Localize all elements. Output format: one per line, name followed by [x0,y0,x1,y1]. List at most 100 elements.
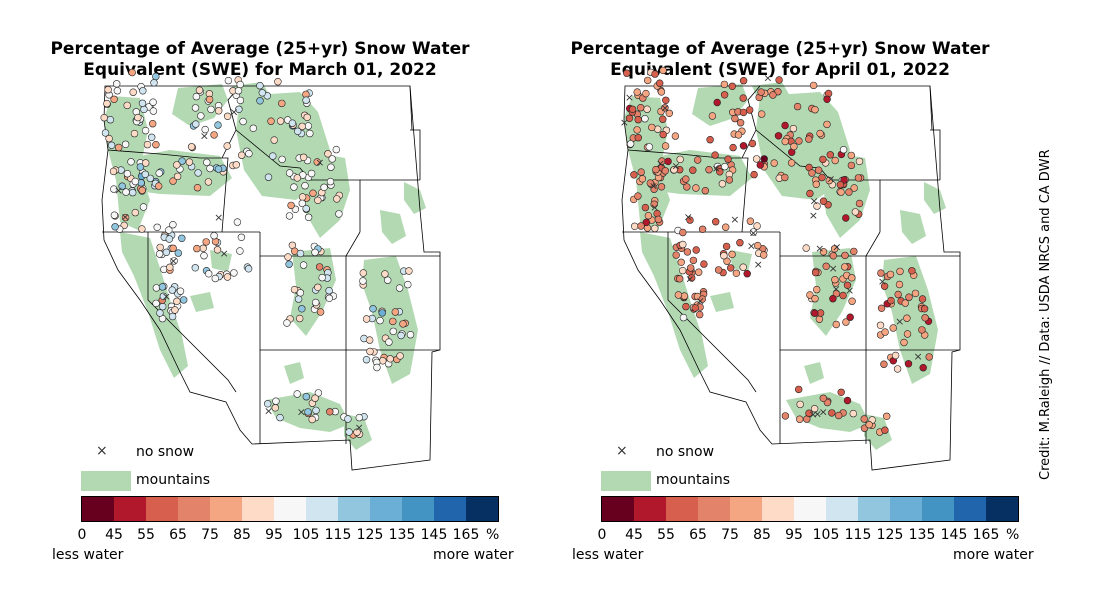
station-marker [739,142,748,150]
station-marker [657,183,666,191]
station-marker [141,170,150,179]
station-marker [795,385,803,394]
colorbar-tick-label: 95 [265,527,283,543]
no-snow-symbol: × [96,443,108,459]
station-marker [129,188,137,197]
mountain-area [924,182,946,214]
station-marker [843,281,852,289]
mountains-swatch [601,471,651,491]
station-marker [142,159,150,167]
station-marker [749,228,758,236]
station-marker [287,201,295,210]
station-marker [642,89,650,98]
station-marker [896,267,904,276]
station-marker [818,173,826,182]
no-snow-marker: × [169,254,178,267]
station-marker [397,331,405,340]
station-marker [706,136,714,144]
western-us-map: ×××××××××××××××××××××××××××××× [620,66,961,471]
station-marker [723,257,731,265]
station-marker [304,213,313,222]
station-marker [153,223,161,232]
more-water-label: more water [433,547,514,563]
station-marker [152,141,160,149]
station-marker [651,224,659,233]
station-marker [825,176,833,185]
station-marker [806,291,814,299]
station-marker [205,270,213,278]
station-marker [643,105,651,113]
station-marker [887,296,895,305]
station-marker [683,183,691,191]
colorbar-tick-label: 145 [420,527,448,543]
station-marker [148,133,156,142]
station-marker [298,122,306,131]
station-marker [813,285,821,294]
station-marker [187,143,196,151]
no-snow-marker: × [671,160,680,173]
station-marker [781,173,789,182]
station-marker [267,117,275,125]
colorbar-segment [370,497,402,521]
station-marker [679,313,688,322]
station-marker [701,187,710,195]
no-snow-marker: × [354,421,363,434]
colorbar-segment [82,497,114,521]
station-marker [816,129,824,138]
station-marker [301,182,309,190]
station-marker [720,252,728,260]
station-marker [139,203,148,211]
station-marker [193,184,202,192]
station-marker [205,95,214,104]
station-marker [128,68,136,77]
station-marker [158,283,167,291]
state-border [621,85,961,471]
station-marker [805,409,813,417]
station-marker [731,114,739,123]
station-marker [823,120,831,129]
colorbar-segment [634,497,666,521]
no-snow-symbol: × [616,443,628,459]
station-marker [736,239,744,247]
station-marker [207,105,215,114]
no-snow-marker: × [832,241,841,254]
station-marker [168,286,176,294]
station-marker [138,186,146,195]
station-marker [725,176,734,184]
no-snow-markers: ×××××××××××××××××××××××××××××× [620,71,923,420]
station-marker [316,308,325,316]
station-marker [845,188,853,196]
colorbar-tick-label: 105 [292,527,320,543]
station-marker [389,317,397,326]
station-marker [396,352,404,360]
colorbar-tick-label: 55 [137,527,155,543]
station-marker [170,257,178,265]
station-marker [308,415,316,424]
no-snow-marker: × [809,209,818,222]
station-marker [739,263,747,271]
credit-label: Credit: M.Raleigh // Data: USDA NRCS and… [1038,149,1053,480]
colorbar-tick-label: 45 [625,527,643,543]
no-snow-marker: × [121,210,130,223]
station-marker [689,166,697,174]
colorbar-tick-label: 165 [972,527,1000,543]
colorbar-tick-label: 75 [721,527,739,543]
station-marker [634,192,642,200]
station-marker [881,328,889,336]
station-marker [811,295,819,303]
station-marker [123,170,132,178]
station-marker [836,181,845,189]
station-marker [110,211,119,219]
station-marker [837,188,845,196]
station-marker [819,248,828,256]
station-marker [156,243,164,252]
station-marker [381,270,389,278]
station-marker [314,389,323,397]
no-snow-marker: × [685,273,694,286]
station-marker [683,248,692,256]
station-marker [285,169,294,177]
station-marker [359,269,367,277]
station-marker [389,327,397,336]
station-marker [274,77,282,86]
station-marker [245,149,253,158]
